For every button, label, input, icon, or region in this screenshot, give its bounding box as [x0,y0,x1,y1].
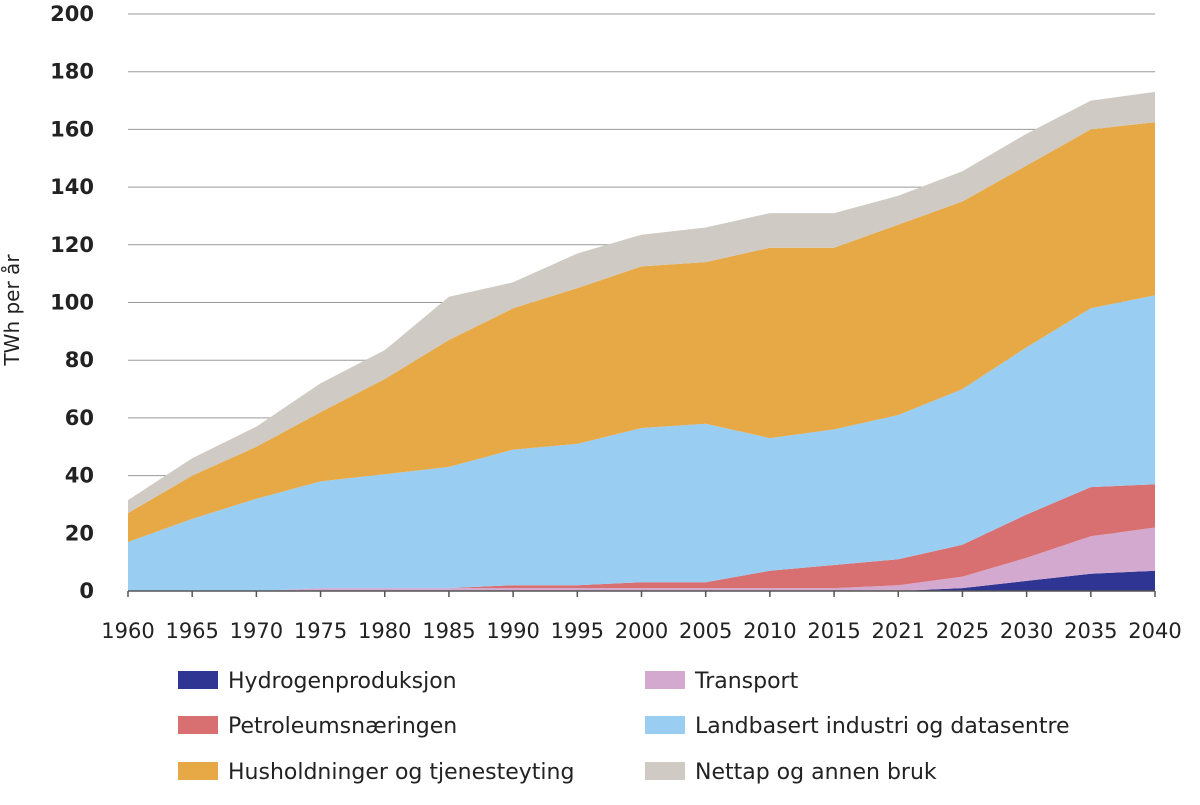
x-tick-label: 1990 [486,619,539,643]
x-tick-label: 1980 [358,619,411,643]
legend-label: Hydrogenproduksjon [228,669,457,694]
legend-item: Husholdninger og tjenesteyting [178,760,574,785]
area-petroleumsnæringen [128,484,1155,591]
legend-label: Husholdninger og tjenesteyting [228,760,574,785]
legend-swatch [178,716,218,734]
area-nettap-og-annen-bruk [128,91,1155,514]
legend-item: Landbasert industri og datasentre [645,714,1070,739]
legend-label: Landbasert industri og datasentre [695,714,1070,739]
area-hydrogenproduksjon [128,570,1155,591]
x-tick-label: 2000 [615,619,668,643]
y-tick-label: 200 [50,2,94,26]
legend-item: Hydrogenproduksjon [178,669,457,694]
x-tick-label: 1970 [230,619,283,643]
legend-label: Petroleumsnæringen [228,714,457,739]
legend-swatch [645,762,685,780]
legend: Hydrogenproduksjon Petroleumsnæringen Hush… [178,669,1070,785]
area-landbasert-industri-og-datasentre [128,295,1155,591]
y-tick-label: 120 [50,233,94,257]
legend-swatch [645,671,685,689]
x-tick-label: 2015 [807,619,860,643]
y-axis-label: TWh per år [0,254,24,367]
legend-swatch [645,716,685,734]
axes [127,590,1156,597]
y-tick-label: 100 [50,291,94,315]
area-series [128,91,1155,591]
x-tick-label: 2010 [743,619,796,643]
legend-label: Nettap og annen bruk [695,760,937,785]
x-tick-label: 1985 [422,619,475,643]
legend-item: Transport [645,669,799,694]
x-tick-label: 1960 [101,619,154,643]
legend-item: Petroleumsnæringen [178,714,457,739]
x-tick-label: 1965 [165,619,218,643]
y-tick-label: 180 [50,60,94,84]
x-tick-label: 2005 [679,619,732,643]
area-husholdninger-og-tjenesteyting [128,122,1155,542]
legend-swatch [178,762,218,780]
y-tick-label: 140 [50,175,94,199]
y-tick-label: 40 [65,464,94,488]
x-tick-label: 2021 [872,619,925,643]
y-tick-label: 20 [65,521,94,545]
x-tick-label: 1995 [551,619,604,643]
y-tick-label: 80 [65,348,94,372]
x-tick-label: 1975 [294,619,347,643]
y-tick-label: 60 [65,406,94,430]
y-tick-label: 0 [79,579,94,603]
x-tick-label: 2035 [1064,619,1117,643]
x-tick-label: 2030 [1000,619,1053,643]
x-tick-label: 2040 [1128,619,1181,643]
x-tick-label: 2025 [936,619,989,643]
legend-label: Transport [694,669,799,694]
y-tick-labels: 0 20 40 60 80 100 120 140 160 180 200 [50,2,94,603]
legend-item: Nettap og annen bruk [645,760,937,785]
x-tick-labels: 1960 1965 1970 1975 1980 1985 1990 1995 2000 2005… [101,619,1181,643]
legend-swatch [178,671,218,689]
y-tick-label: 160 [50,117,94,141]
